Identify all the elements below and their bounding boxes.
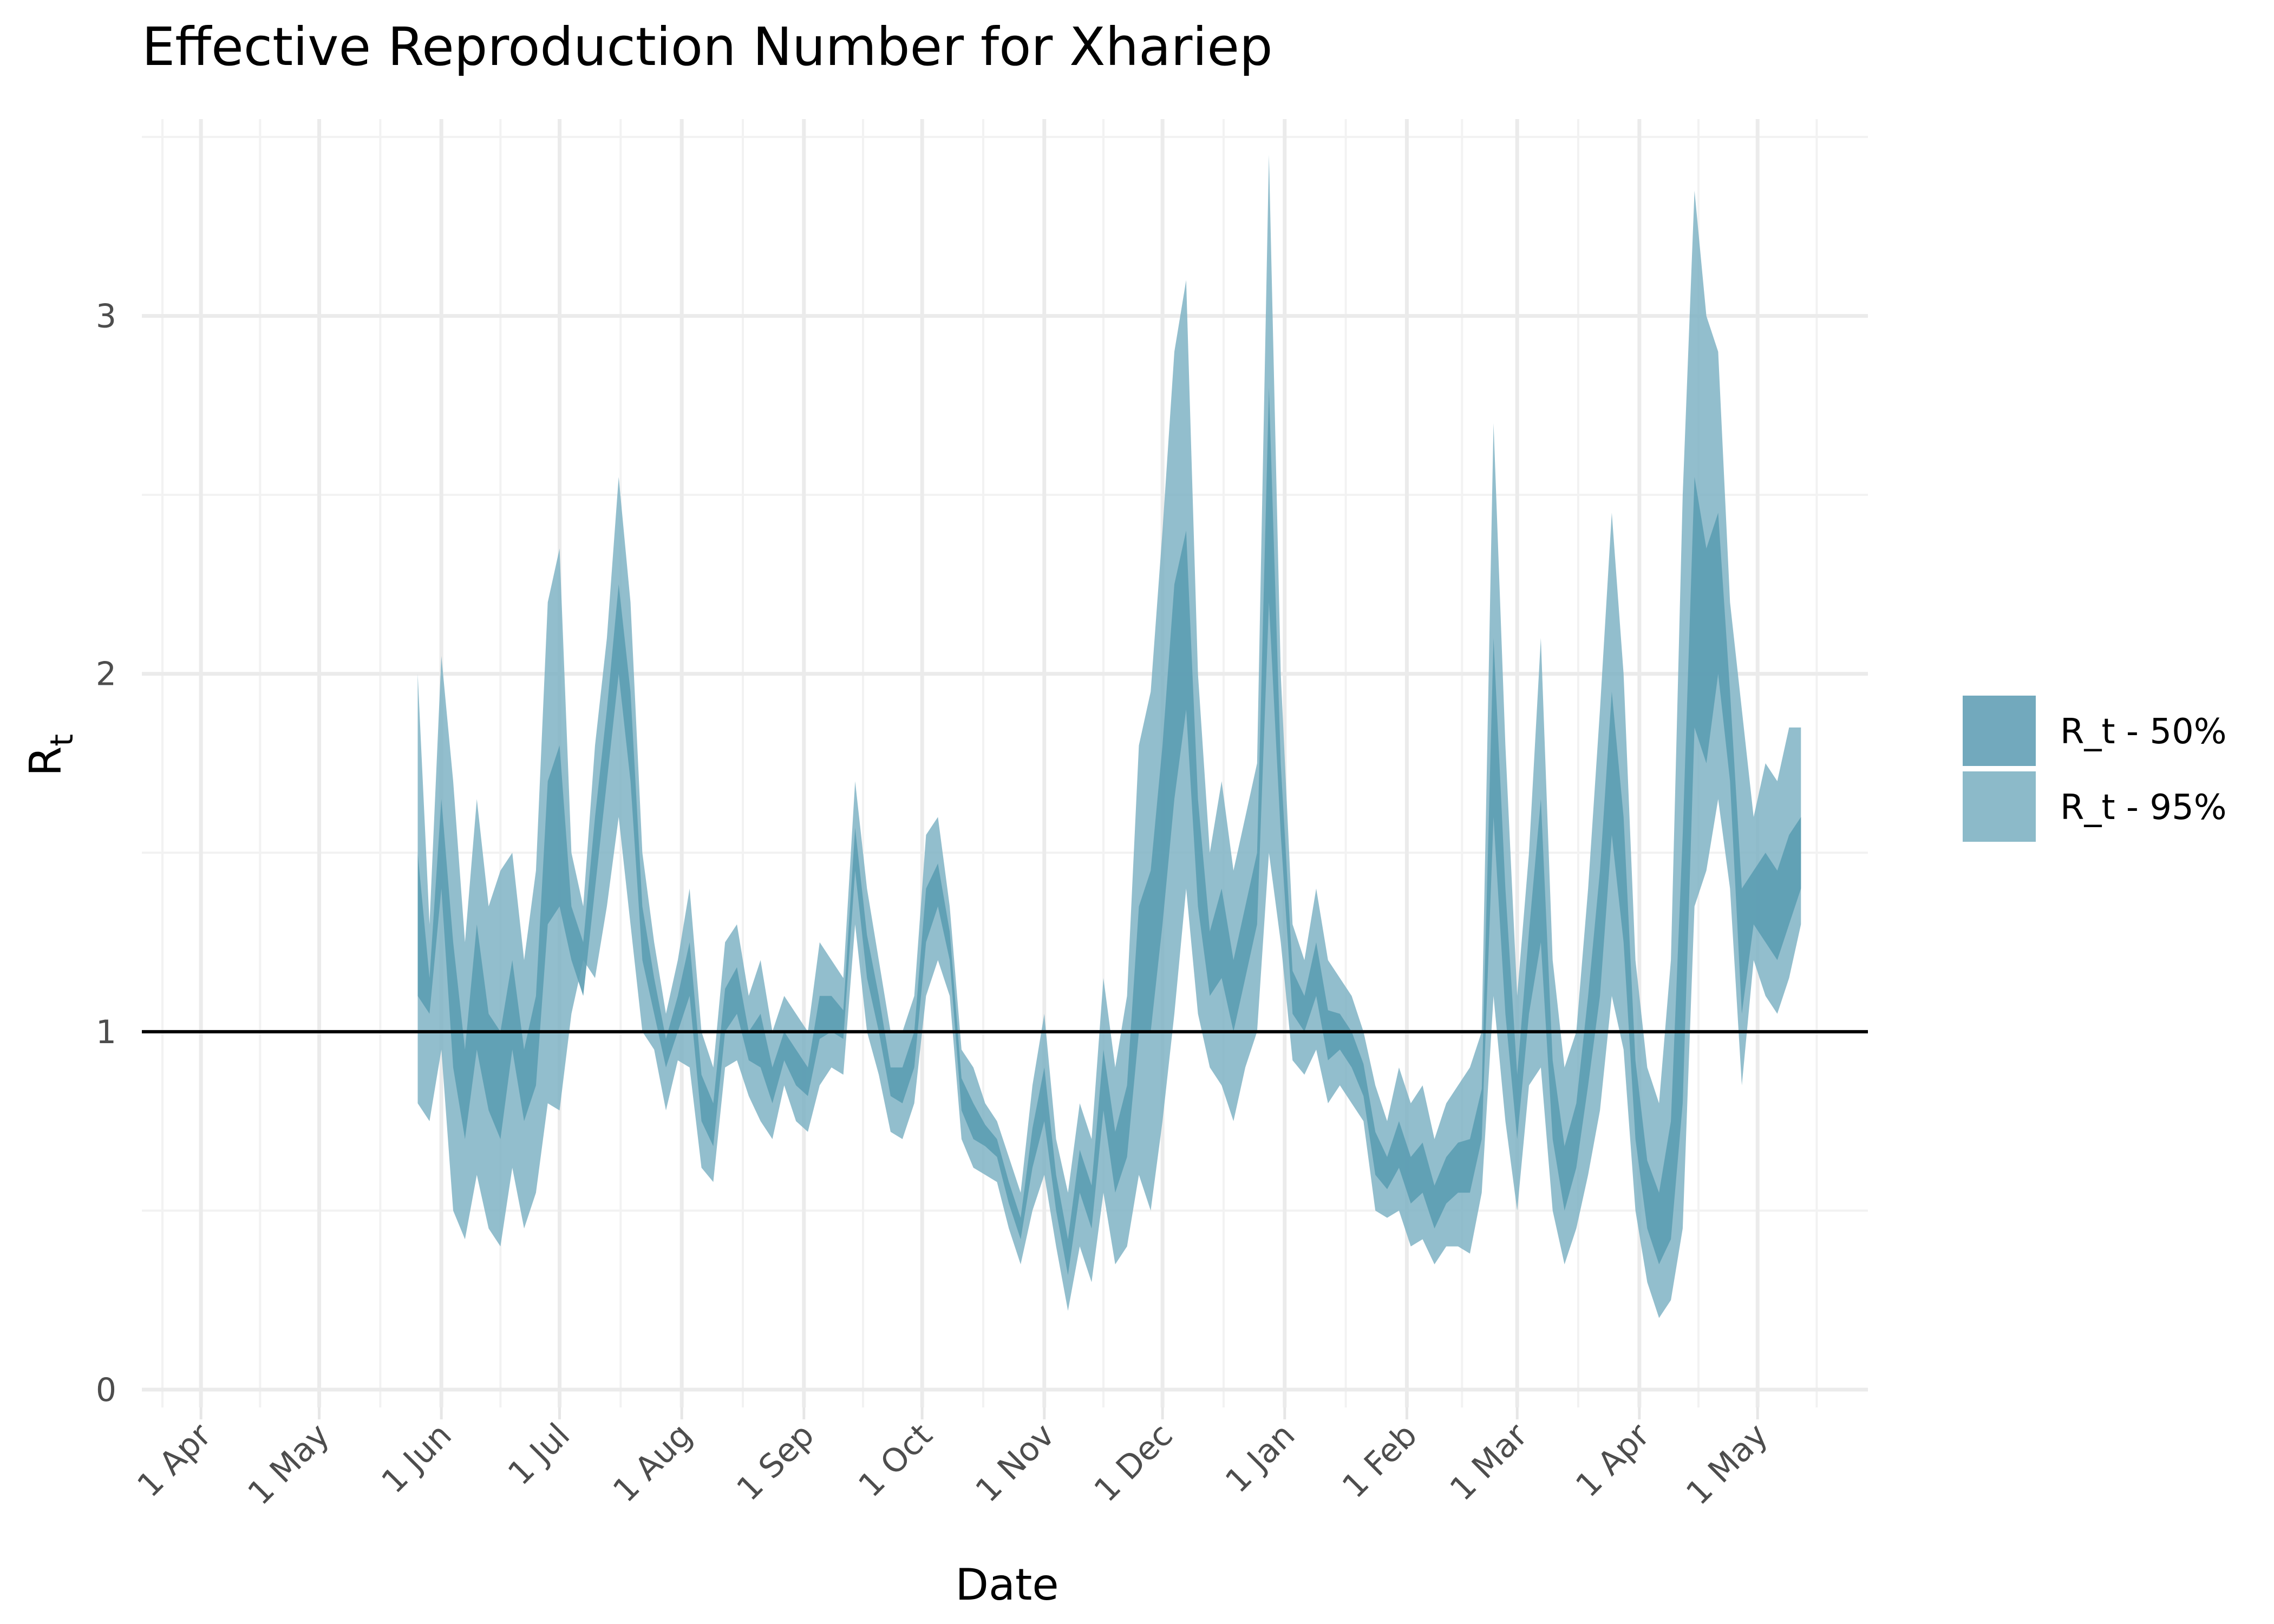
x-tick-label: 1 Aug (606, 1416, 700, 1510)
y-axis-title: Rt (21, 734, 80, 776)
x-tick-label: 1 Feb (1335, 1416, 1424, 1505)
legend-label: R_t - 50% (2060, 712, 2227, 752)
y-tick-label: 2 (96, 656, 116, 693)
x-tick-label: 1 Apr (1569, 1416, 1657, 1505)
x-tick-label: 1 Oct (851, 1416, 939, 1504)
legend-swatch (1963, 696, 2036, 766)
y-tick-label: 0 (96, 1371, 116, 1409)
legend-swatch (1963, 771, 2036, 842)
x-tick-label: 1 Mar (1443, 1416, 1535, 1508)
y-tick-label: 1 (96, 1013, 116, 1051)
x-tick-label: 1 Jan (1218, 1416, 1302, 1500)
band-50 (417, 387, 1801, 1275)
chart-title: Effective Reproduction Number for Xharie… (142, 16, 1273, 77)
band-95 (417, 155, 1801, 1318)
svg-text:Rt: Rt (21, 734, 80, 776)
x-tick-label: 1 Jun (375, 1416, 459, 1501)
y-axis-title-subscript: t (43, 734, 80, 746)
x-tick-label: 1 Dec (1087, 1416, 1180, 1509)
x-tick-label: 1 Jul (501, 1416, 577, 1492)
x-axis-ticks: 1 Apr 1 May 1 Jun 1 Jul 1 Aug 1 Sep 1 Oct 1 Nov… (130, 1407, 1775, 1512)
x-tick-label: 1 Apr (130, 1416, 219, 1505)
rt-bands (417, 155, 1801, 1318)
x-axis-title: Date (955, 1560, 1058, 1610)
legend: R_t - 50% R_t - 95% (1963, 696, 2227, 842)
y-axis-ticks: 0 1 2 3 (96, 298, 116, 1409)
x-tick-label: 1 Nov (969, 1416, 1062, 1510)
x-tick-label: 1 May (1679, 1416, 1775, 1512)
legend-label: R_t - 95% (2060, 788, 2227, 828)
x-tick-label: 1 Sep (729, 1416, 821, 1508)
x-tick-label: 1 May (240, 1416, 337, 1512)
y-tick-label: 3 (96, 298, 116, 336)
y-axis-title-main: R (21, 746, 71, 777)
